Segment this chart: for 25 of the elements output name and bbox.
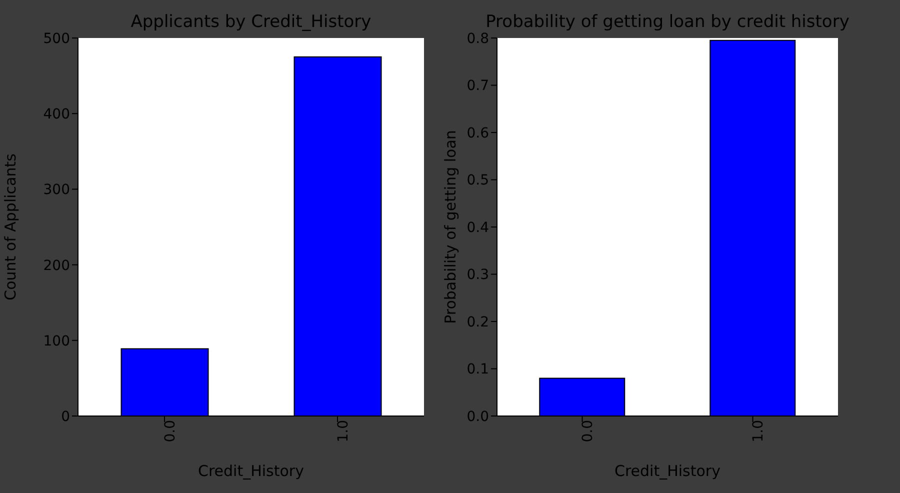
y-tick-label: 400 bbox=[43, 106, 70, 123]
y-tick-label: 0.7 bbox=[466, 78, 489, 94]
x-tick-label: 0.0 bbox=[580, 420, 596, 442]
y-tick-label: 0.1 bbox=[466, 362, 489, 378]
chart-title: Probability of getting loan by credit history bbox=[484, 12, 850, 32]
y-tick-label: 100 bbox=[43, 333, 70, 350]
y-tick-label: 0.2 bbox=[466, 314, 489, 330]
x-tick-label: 1.0 bbox=[335, 420, 352, 442]
y-tick-label: 0.5 bbox=[466, 172, 489, 189]
y-tick-label: 500 bbox=[43, 30, 70, 47]
chart-title: Applicants by Credit_History bbox=[130, 12, 372, 32]
y-tick-label: 0.8 bbox=[466, 30, 489, 47]
y-tick-label: 0.6 bbox=[466, 125, 490, 142]
x-axis-title: Credit_History bbox=[614, 462, 721, 480]
x-tick-label: 1.0 bbox=[750, 420, 767, 442]
y-tick-label: 0.3 bbox=[466, 267, 489, 284]
y-tick-label: 0 bbox=[61, 408, 70, 425]
y-tick-label: 0.4 bbox=[466, 220, 490, 236]
y-axis-title: Count of Applicants bbox=[1, 153, 20, 300]
x-axis-title: Credit_History bbox=[198, 462, 304, 480]
y-tick-label: 0.0 bbox=[466, 408, 489, 425]
y-tick-label: 200 bbox=[43, 258, 70, 274]
x-tick-label: 0.0 bbox=[162, 420, 178, 442]
y-tick-label: 300 bbox=[43, 182, 70, 198]
y-axis-title: Probability of getting loan bbox=[441, 130, 460, 324]
